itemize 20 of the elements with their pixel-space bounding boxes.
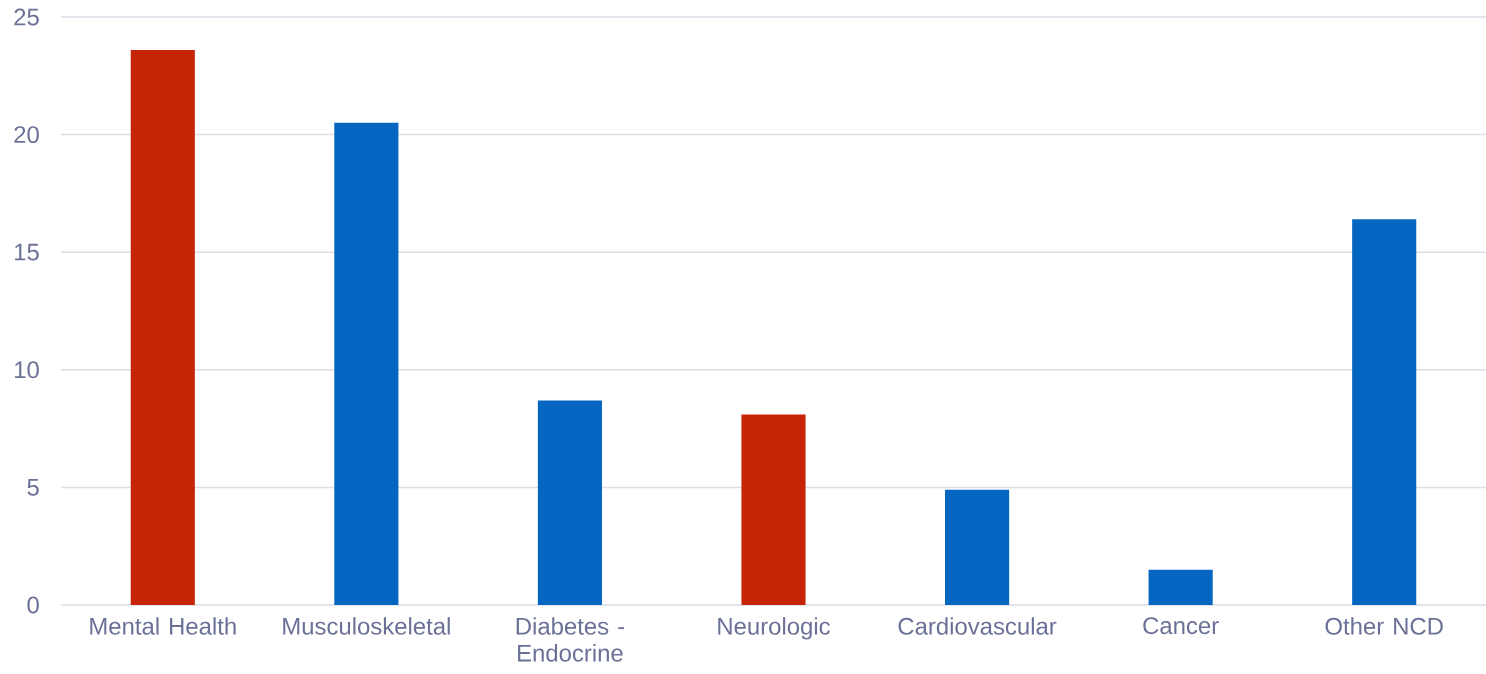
y-tick-label: 5 — [27, 479, 39, 496]
x-tick-label: Neurologic — [718, 617, 830, 640]
bar — [1352, 219, 1417, 605]
x-tick-label: Diabetes - Endocrine — [516, 617, 624, 662]
bar — [130, 49, 195, 605]
bar — [334, 122, 399, 605]
x-tick-label: Cancer — [1143, 617, 1219, 635]
bar — [537, 400, 602, 605]
bar — [945, 489, 1010, 605]
x-tick-label: Cardiovascular — [898, 617, 1057, 635]
bar — [741, 414, 806, 605]
x-tick-label: Mental Health — [90, 617, 236, 635]
bar — [1148, 569, 1213, 605]
y-tick-label: 0 — [27, 596, 39, 614]
x-tick-label: Other NCD — [1325, 617, 1443, 635]
y-tick-label: 25 — [14, 8, 39, 26]
y-tick-label: 15 — [15, 243, 39, 261]
x-tick-label: Musculoskeletal — [283, 617, 450, 635]
y-tick-label: 20 — [14, 126, 39, 144]
y-tick-label: 10 — [15, 361, 39, 379]
